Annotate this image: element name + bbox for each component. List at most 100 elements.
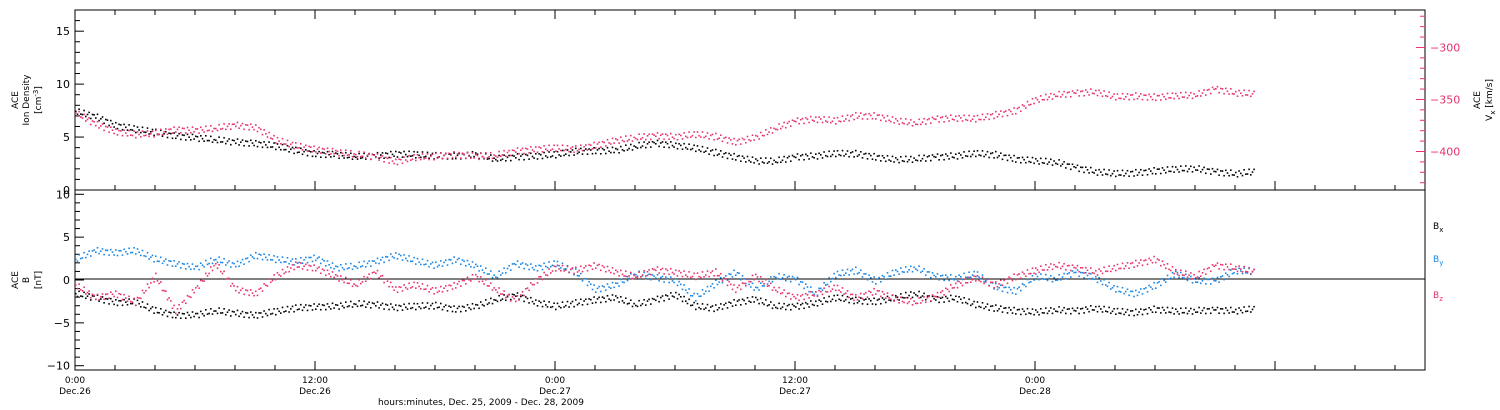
vx-point [105, 125, 107, 128]
by-point [111, 251, 114, 253]
vx-point [260, 128, 262, 131]
vx-point [833, 117, 835, 119]
by-point [278, 259, 280, 261]
by-point [793, 277, 795, 280]
bz-point [376, 269, 379, 272]
density-point [663, 146, 665, 148]
bz-point [1136, 265, 1139, 267]
bz-point [540, 275, 542, 278]
bz-point [343, 281, 345, 284]
vx-point [585, 144, 587, 146]
x-tick-label-date: Dec.28 [1019, 387, 1051, 397]
bz-point [101, 293, 104, 295]
vx-point [583, 146, 585, 148]
density-point [921, 157, 924, 160]
bx-point [406, 308, 409, 310]
vx-point [1208, 88, 1210, 91]
density-point [103, 122, 105, 125]
bx-point [625, 297, 627, 299]
bx-point [528, 302, 530, 304]
vx-point [523, 152, 525, 155]
by-point [663, 281, 665, 283]
by-point [1203, 277, 1205, 280]
density-point [85, 115, 87, 118]
bx-point [566, 300, 569, 303]
bx-point [1018, 308, 1020, 311]
bz-point [683, 270, 685, 272]
bx-point [1188, 310, 1190, 312]
bx-point [1026, 307, 1029, 310]
by-point [275, 261, 277, 264]
density-point [823, 151, 825, 153]
density-point [286, 144, 289, 147]
bx-point [961, 302, 964, 304]
bx-point [131, 302, 134, 305]
vx-point [1190, 92, 1192, 94]
bz-point [763, 283, 765, 285]
by-point [1151, 288, 1154, 290]
bz-point [121, 298, 124, 301]
bz-point [613, 272, 615, 275]
vx-point [713, 138, 715, 141]
bx-point [675, 291, 677, 294]
density-point [1015, 161, 1017, 163]
bz-point [1058, 261, 1060, 264]
bx-point [660, 296, 662, 299]
density-point [913, 157, 915, 159]
bx-point [898, 299, 900, 301]
by-point [883, 276, 885, 278]
vx-point [175, 131, 177, 133]
density-point [306, 154, 309, 157]
density-point [570, 151, 572, 153]
by-point [1076, 269, 1079, 271]
bz-point [271, 279, 274, 282]
vx-point [645, 138, 647, 141]
by-point [625, 275, 627, 278]
density-point [1201, 168, 1204, 171]
vx-point [615, 138, 617, 140]
density-point [731, 158, 734, 160]
vx-point [805, 117, 807, 119]
density-point [738, 154, 740, 157]
by-point [825, 284, 827, 286]
bx-point [986, 303, 989, 305]
bx-point [835, 299, 837, 302]
bx-point [683, 295, 685, 298]
vx-point [1046, 98, 1049, 101]
bz-point [560, 269, 562, 272]
by-point [1043, 278, 1045, 280]
vx-point [251, 126, 254, 128]
vx-point [1025, 107, 1027, 109]
by-point [1155, 287, 1157, 289]
vx-point [438, 156, 440, 158]
bx-point [611, 294, 614, 296]
by-point [1173, 276, 1175, 279]
by-point [450, 259, 452, 261]
vx-point [373, 154, 375, 156]
vx-point [746, 135, 749, 138]
bx-point [246, 312, 249, 314]
bz-point [355, 284, 357, 287]
density-point [393, 155, 395, 157]
by-point [1176, 273, 1179, 276]
by-point [115, 249, 117, 251]
density-point [1025, 161, 1027, 164]
vx-point [730, 139, 732, 141]
bx-point [730, 302, 732, 304]
density-point [1138, 171, 1140, 174]
by-point [771, 280, 774, 283]
bx-point [796, 302, 799, 305]
bz-point [160, 281, 162, 283]
density-point [748, 159, 750, 162]
density-point [805, 153, 807, 156]
bz-point [255, 290, 257, 293]
bz-point [138, 297, 140, 299]
vx-point [581, 149, 584, 152]
bx-point [1080, 308, 1082, 310]
bx-point [368, 301, 370, 303]
bx-point [766, 304, 769, 307]
vx-point [135, 136, 137, 139]
density-point [256, 145, 259, 148]
bz-point [636, 277, 639, 279]
bz-point [525, 288, 527, 290]
